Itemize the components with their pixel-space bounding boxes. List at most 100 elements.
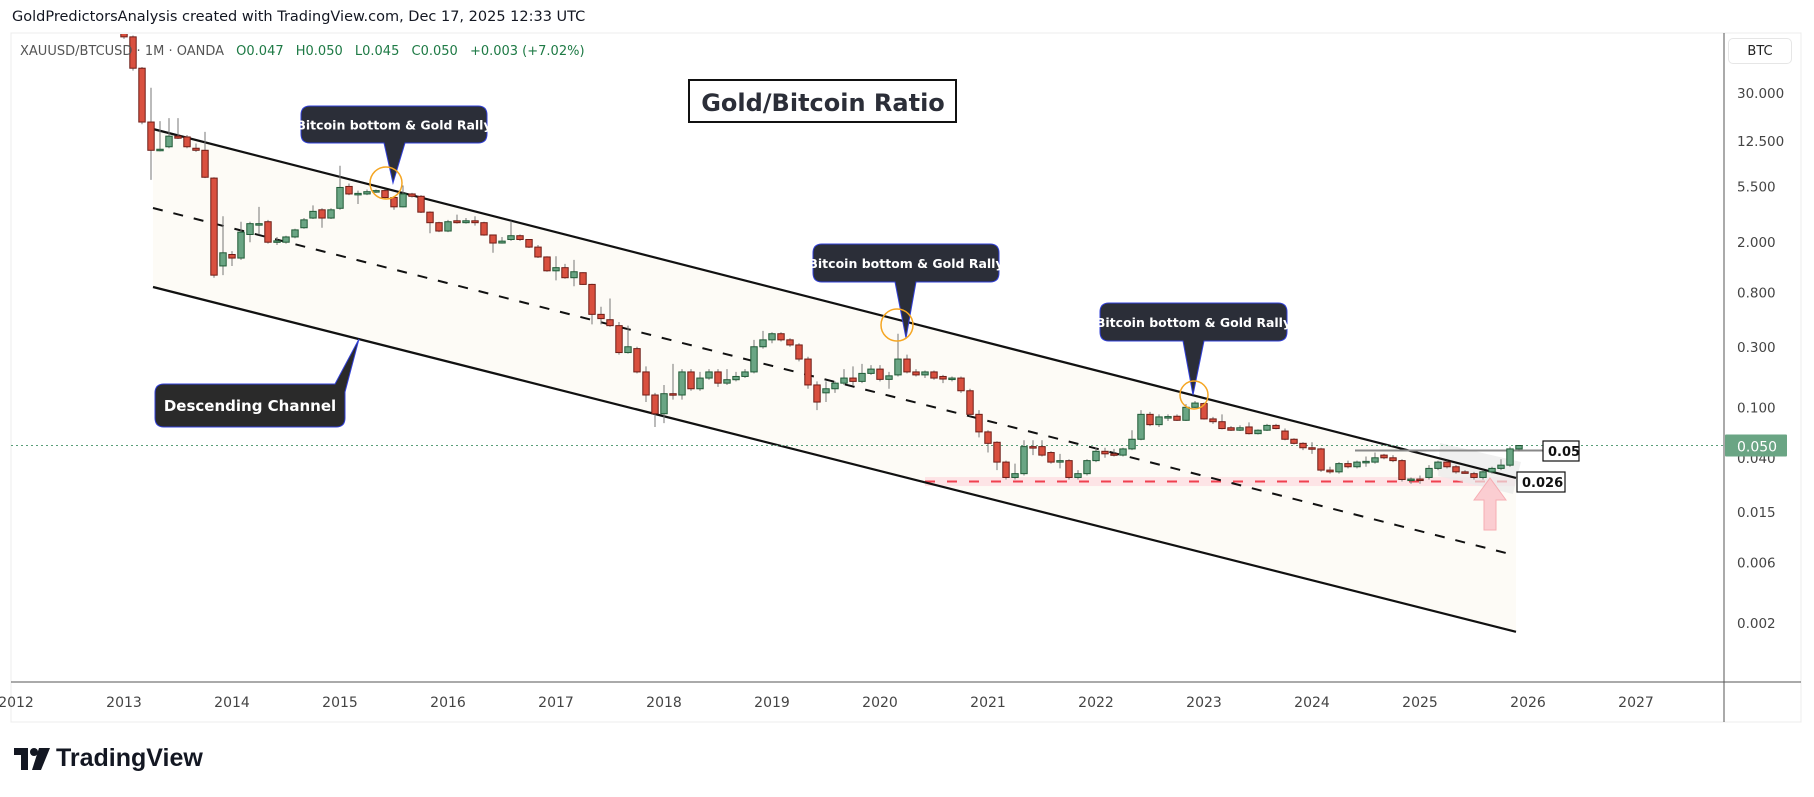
candle-body-up <box>372 190 380 193</box>
candle-body-up <box>336 186 344 209</box>
candle <box>1137 410 1145 441</box>
candle-body-down <box>1038 446 1046 456</box>
candle <box>651 392 659 427</box>
candle-body-up <box>840 377 848 384</box>
support-label[interactable]: 0.026 <box>1516 471 1566 493</box>
candle <box>1227 426 1235 432</box>
candle-body-up <box>291 229 299 238</box>
symbol-info[interactable]: XAUUSD/BTCUSD · 1M · OANDA <box>20 44 225 59</box>
candle-body-down <box>930 371 938 379</box>
candle-body-up <box>1479 471 1487 478</box>
channel-callout-bubble <box>154 338 360 428</box>
callout-2022[interactable]: Bitcoin bottom & Gold Rally <box>1096 302 1291 396</box>
candle <box>678 369 686 400</box>
channel-midline[interactable] <box>152 207 1517 557</box>
candle-body-down <box>1047 452 1055 463</box>
candle <box>1461 470 1469 474</box>
candle <box>732 371 740 382</box>
candle <box>759 330 767 349</box>
candle-body-down <box>876 368 884 380</box>
candle <box>417 195 425 213</box>
candle <box>714 369 722 387</box>
candle-body-down <box>201 149 209 178</box>
currency-button[interactable]: BTC <box>1728 38 1792 64</box>
resistance-label[interactable]: 0.05 <box>1542 440 1580 462</box>
candle <box>858 363 866 384</box>
price-axis[interactable]: 30.000 12.500 5.500 2.000 0.800 0.300 0.100 0.0… <box>1725 86 1787 632</box>
candle <box>1083 459 1091 476</box>
candle <box>300 218 308 229</box>
candle <box>642 366 650 403</box>
candle <box>1029 440 1037 456</box>
candle-body-up <box>1119 448 1127 456</box>
candle <box>1308 442 1316 454</box>
candle-body-up <box>1083 460 1091 475</box>
candle-body-up <box>1425 467 1433 478</box>
highlight-circle <box>1179 380 1209 410</box>
candle <box>192 143 200 152</box>
candle-body-up <box>1191 402 1199 408</box>
candle <box>273 236 281 246</box>
callout-2020[interactable]: Bitcoin bottom & Gold Rally <box>808 243 1004 339</box>
candle-body-up <box>867 368 875 374</box>
candle-body-down <box>966 390 974 415</box>
x-tick-label: 2016 <box>430 695 466 711</box>
candle-body-down <box>1416 478 1424 482</box>
candle-body-down <box>1029 446 1037 449</box>
candle-body-down <box>417 195 425 213</box>
candle <box>903 354 911 374</box>
candle-body-down <box>813 384 821 403</box>
candle-body-down <box>939 375 947 380</box>
candle <box>930 370 938 380</box>
candle <box>498 236 506 244</box>
candle <box>786 338 794 347</box>
tradingview-logo[interactable]: TradingView <box>14 744 203 773</box>
candle <box>480 221 488 236</box>
highlight-circle <box>880 308 914 342</box>
annotations[interactable]: Bitcoin bottom & Gold Rally Bitcoin botto… <box>154 105 1580 531</box>
candle <box>1488 466 1496 474</box>
candle-body-down <box>642 371 650 396</box>
channel-fill <box>153 129 1516 632</box>
resistance-label-text: 0.05 <box>1548 445 1580 460</box>
up-arrow-icon <box>1473 477 1507 531</box>
candle-body-up <box>705 371 713 379</box>
candle <box>183 134 191 149</box>
channel-lower-line[interactable] <box>152 285 1517 633</box>
candle <box>885 371 893 389</box>
candle <box>768 332 776 344</box>
candle-body-up <box>444 221 452 232</box>
candle <box>426 211 434 234</box>
channel-upper-line[interactable] <box>152 127 1517 479</box>
channel-drawing[interactable] <box>11 127 1724 633</box>
callout-2015[interactable]: Bitcoin bottom & Gold Rally <box>296 105 492 185</box>
y-tick-label: 0.006 <box>1737 555 1776 571</box>
candle <box>129 35 137 71</box>
candle-body-up <box>156 148 164 152</box>
support-label-text: 0.026 <box>1522 476 1563 491</box>
candle <box>984 430 992 453</box>
candle-body-up <box>300 219 308 229</box>
candle <box>345 183 353 196</box>
candle-body-down <box>1461 471 1469 474</box>
y-tick-label: 0.300 <box>1737 340 1776 356</box>
candle <box>1011 463 1019 480</box>
candle <box>1092 447 1100 463</box>
time-axis[interactable]: 2012 2013 2014 2015 2016 2017 2018 2019 2020 2021… <box>0 695 1654 711</box>
candle-body-down <box>1398 460 1406 480</box>
candle-body-down <box>129 36 137 69</box>
channel-callout[interactable]: Descending Channel <box>154 338 360 428</box>
candle-body-up <box>1407 478 1415 482</box>
candle <box>453 214 461 224</box>
candle <box>363 189 371 196</box>
candle <box>525 239 533 249</box>
ohlc-high: H0.050 <box>295 44 343 59</box>
candle <box>507 220 515 241</box>
candle <box>489 234 497 253</box>
candle <box>219 216 227 276</box>
candle <box>1191 401 1199 408</box>
candle <box>381 189 389 199</box>
y-tick-label: 0.015 <box>1737 505 1776 521</box>
candle-body-down <box>192 147 200 151</box>
